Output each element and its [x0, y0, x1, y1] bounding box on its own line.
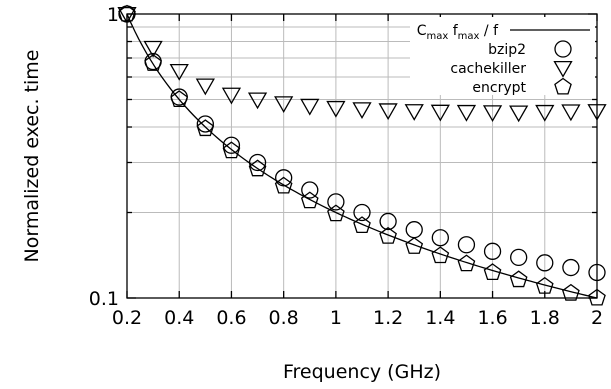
x-tick-label-1: 0.4: [164, 307, 194, 329]
point-bzip2-17: [562, 258, 580, 277]
point-encrypt-10: [379, 226, 397, 244]
x-tick-label-8: 1.8: [530, 307, 560, 329]
point-bzip2-15: [510, 248, 528, 267]
x-tick-label-2: 0.6: [216, 307, 246, 329]
x-tick-label-9: 2: [591, 307, 603, 329]
legend-label-model-sub2: max: [458, 31, 480, 42]
legend-swatch-encrypt: [554, 77, 572, 95]
point-encrypt-5: [248, 159, 267, 177]
point-encrypt-14: [483, 263, 502, 280]
point-bzip2-4: [222, 136, 241, 154]
marker-layer: [117, 4, 607, 306]
x-tick-label-6: 1.4: [425, 307, 455, 329]
point-encrypt-18: [588, 288, 606, 306]
point-cachekiller-13: [456, 104, 477, 122]
point-encrypt-6: [274, 176, 293, 194]
point-cachekiller-12: [430, 104, 450, 122]
model-line: [126, 13, 598, 299]
legend-label-model-f: f: [448, 23, 458, 39]
point-cachekiller-15: [509, 105, 529, 123]
point-cachekiller-14: [482, 105, 503, 123]
x-tick-label-5: 1.2: [373, 307, 403, 329]
point-encrypt-17: [562, 283, 580, 301]
plot-frame: [126, 13, 598, 299]
point-bzip2-16: [536, 254, 554, 272]
point-cachekiller-16: [535, 104, 555, 122]
point-bzip2-12: [431, 229, 449, 247]
point-cachekiller-10: [378, 103, 398, 121]
legend-label-bzip2: bzip2: [488, 42, 526, 58]
model-line-layer: [126, 13, 598, 299]
grid: [126, 14, 598, 298]
x-tick-label-7: 1.6: [477, 307, 507, 329]
point-encrypt-7: [300, 191, 319, 209]
y-tick-label-1: 1: [107, 4, 119, 26]
x-tick-label-4: 1: [330, 307, 342, 329]
point-cachekiller-3: [195, 78, 215, 96]
point-encrypt-12: [431, 246, 450, 264]
point-cachekiller-5: [247, 92, 268, 110]
point-encrypt-2: [170, 90, 189, 108]
point-encrypt-15: [509, 270, 528, 288]
legend-label-model-line: Cmax fmax / f: [417, 23, 499, 42]
point-encrypt-4: [222, 141, 241, 159]
point-bzip2-5: [248, 153, 267, 172]
point-encrypt-13: [457, 254, 476, 272]
point-cachekiller-7: [300, 98, 320, 116]
point-bzip2-13: [457, 236, 476, 254]
point-bzip2-6: [275, 169, 293, 187]
point-cachekiller-11: [404, 104, 424, 121]
legend-swatches: [553, 40, 573, 95]
point-cachekiller-6: [274, 96, 294, 114]
legend-label-model-c: C: [417, 23, 427, 39]
point-encrypt-9: [353, 216, 371, 234]
legend-swatch-bzip2: [554, 40, 572, 58]
point-encrypt-8: [327, 204, 345, 222]
point-cachekiller-9: [352, 102, 372, 120]
point-cachekiller-4: [221, 87, 242, 105]
point-encrypt-11: [405, 237, 424, 254]
x-tick-label-3: 0.8: [269, 307, 299, 329]
y-tick-label-0: 0.1: [89, 288, 119, 310]
legend-label-encrypt: encrypt: [472, 80, 526, 96]
legend-label-model-tail: / f: [479, 23, 499, 39]
legend-label-cachekiller: cachekiller: [450, 61, 526, 77]
x-tick-label-0: 0.2: [112, 307, 142, 329]
legend-label-model-sub1: max: [426, 31, 448, 42]
point-bzip2-11: [405, 221, 423, 239]
point-bzip2-7: [301, 181, 319, 199]
point-bzip2-3: [196, 115, 214, 133]
point-cachekiller-2: [169, 63, 189, 81]
point-bzip2-8: [327, 193, 345, 211]
y-axis-label: Normalized exec. time: [21, 50, 43, 263]
point-cachekiller-8: [326, 100, 346, 118]
legend-swatch-cachekiller: [553, 60, 573, 78]
point-bzip2-14: [483, 242, 502, 260]
x-axis-label: Frequency (GHz): [283, 361, 441, 383]
point-encrypt-3: [196, 119, 215, 137]
legend: Cmax fmax / f bzip2 cachekiller encrypt: [410, 17, 595, 96]
point-cachekiller-17: [561, 104, 581, 122]
point-cachekiller-0: [117, 6, 137, 24]
point-cachekiller-1: [143, 40, 163, 58]
point-encrypt-1: [144, 54, 162, 71]
point-bzip2-10: [379, 212, 397, 231]
point-bzip2-9: [353, 203, 371, 222]
